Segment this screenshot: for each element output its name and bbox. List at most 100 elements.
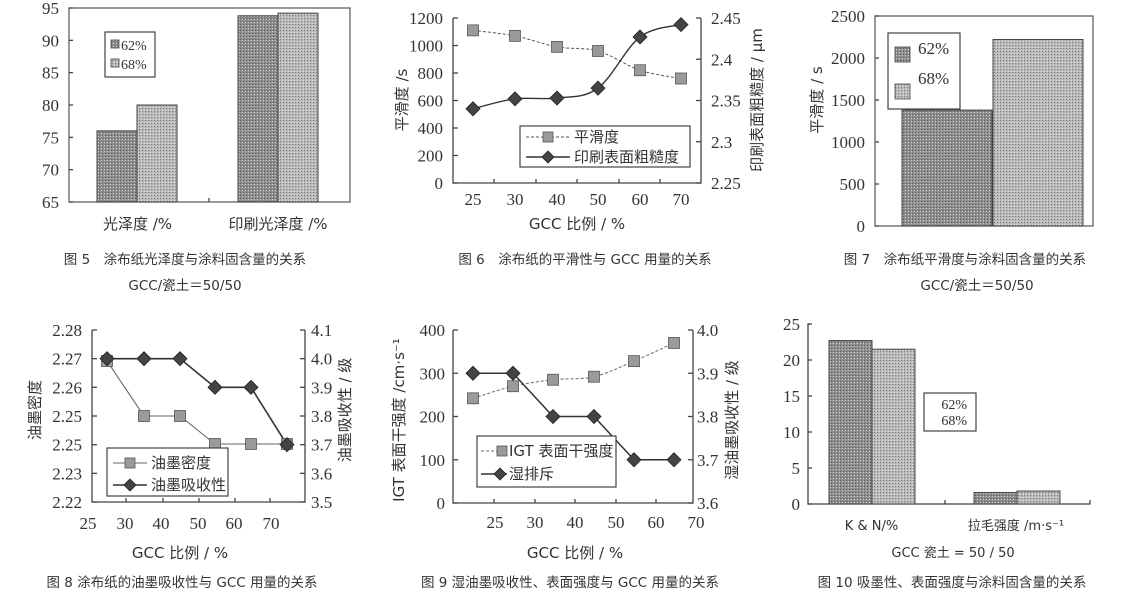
legend-swatch-icon — [110, 58, 120, 68]
series-line-smoothness — [472, 29, 682, 79]
y-right-tick-label: 2.25 — [711, 174, 741, 193]
y-right-tick-label: 3.7 — [697, 451, 719, 470]
y-right-tick-label: 4.0 — [311, 350, 332, 369]
square-marker-icon — [675, 72, 687, 85]
diamond-marker-icon — [505, 365, 521, 381]
y-tick-label: 600 — [418, 92, 444, 111]
diamond-marker-icon — [207, 379, 223, 395]
y-tick-label: 2.25 — [52, 407, 82, 426]
square-marker-icon — [507, 380, 519, 393]
x-category-label: K & N/% — [845, 519, 898, 534]
series-line-roughness — [472, 23, 682, 110]
legend-box — [923, 392, 977, 432]
bar — [237, 15, 279, 203]
y-tick-label: 300 — [420, 364, 446, 383]
y-tick-label: 1000 — [409, 37, 443, 56]
bar — [871, 348, 916, 505]
x-tick-label: 40 — [549, 190, 566, 209]
square-marker-icon — [628, 355, 640, 368]
legend-label: IGT 表面干强度 — [509, 442, 613, 460]
diamond-marker-icon — [632, 29, 648, 45]
square-marker-icon — [592, 45, 604, 57]
y-right-tick-label: 3.6 — [311, 464, 332, 483]
x-tick-label: 40 — [567, 513, 584, 532]
figure-caption: 图 6 涂布纸的平滑性与 GCC 用量的关系 — [458, 252, 711, 268]
legend-label: 油墨吸收性 — [151, 476, 226, 494]
figure-caption: 图 8 涂布纸的油墨吸收性与 GCC 用量的关系 — [46, 575, 317, 591]
legend-swatch-icon — [894, 46, 911, 63]
x-tick-label: 70 — [673, 190, 690, 209]
legend-label: 油墨密度 — [151, 454, 211, 472]
square-marker-icon — [509, 29, 521, 42]
diamond-marker-icon — [465, 365, 481, 381]
diamond-marker-icon — [243, 379, 259, 395]
y-tick-label: 0 — [792, 495, 801, 514]
x-axis-title: GCC 瓷土 = 50 / 50 — [891, 546, 1014, 561]
y-tick-label: 2500 — [831, 7, 865, 26]
square-marker-icon — [496, 445, 508, 457]
y-tick-label: 200 — [420, 408, 446, 427]
x-axis-title: GCC 比例 / % — [527, 544, 623, 562]
y-tick-label: 65 — [42, 193, 59, 212]
figure-subcaption: GCC/瓷土＝50/50 — [128, 278, 241, 294]
bar — [277, 12, 319, 203]
chart-fig7-smoothness-solids: 0 500 1000 1500 2000 2500 62% 68% 平滑度 / s 图 7 涂布纸… — [808, 7, 1094, 294]
y-tick-label: 1000 — [831, 133, 865, 152]
x-tick-label: 30 — [527, 513, 544, 532]
x-tick-label: 60 — [226, 514, 243, 533]
x-tick-label: 60 — [632, 190, 649, 209]
x-tick-label: 30 — [507, 190, 524, 209]
legend-label: 68% — [121, 58, 147, 73]
y-tick-label: 800 — [418, 64, 444, 83]
chart-fig8-ink-absorption: 2.22 2.23 2.25 2.25 2.26 2.27 2.28 3.5 3.6 3.7 3.8… — [26, 321, 354, 591]
y-right-tick-label: 3.5 — [311, 493, 332, 512]
bar — [973, 491, 1018, 505]
diamond-marker-icon — [586, 408, 602, 425]
y-right-tick-label: 2.3 — [711, 133, 732, 152]
figure-caption: 图 10 吸墨性、表面强度与涂料固含量的关系 — [818, 575, 1087, 591]
y-tick-label: 70 — [42, 161, 59, 180]
y-tick-label: 500 — [840, 175, 866, 194]
diamond-marker-icon — [279, 437, 295, 453]
square-marker-icon — [547, 373, 559, 386]
y-right-tick-label: 2.35 — [711, 92, 741, 111]
y-tick-label: 90 — [42, 31, 59, 50]
bar — [901, 109, 993, 227]
legend-label: 62% — [918, 39, 949, 58]
x-tick-label: 25 — [465, 190, 482, 209]
diamond-marker-icon — [123, 478, 137, 492]
y-right-tick-label: 3.6 — [697, 494, 718, 513]
x-category-label: 光泽度 /% — [103, 215, 172, 233]
y-tick-label: 75 — [42, 128, 59, 147]
chart-fig6-smoothness: 0 200 400 600 800 1000 1200 2.25 2.3 2.35 2.4 2.45 2… — [393, 9, 766, 268]
x-tick-label: 50 — [608, 513, 625, 532]
legend-label: 62% — [941, 398, 967, 413]
figure-caption: 图 9 湿油墨吸收性、表面强度与 GCC 用量的关系 — [421, 575, 719, 591]
y-axis-title: IGT 表面干强度 /cm·s⁻¹ — [390, 338, 408, 502]
x-tick-label: 25 — [80, 514, 97, 533]
figure-caption: 图 7 涂布纸平滑度与涂料固含量的关系 — [844, 252, 1086, 268]
bar — [96, 130, 138, 203]
diamond-marker-icon — [99, 351, 115, 367]
x-tick-label: 50 — [590, 190, 607, 209]
x-tick-label: 60 — [648, 513, 665, 532]
diamond-marker-icon — [493, 467, 507, 481]
y-right-tick-label: 2.4 — [711, 50, 733, 69]
chart-fig9-wet-ink-strength: 0 100 200 300 400 3.6 3.7 3.8 3.9 4.0 25 30 40 50 60 70… — [390, 321, 741, 591]
y-tick-label: 1500 — [831, 91, 865, 110]
y-tick-label: 0 — [857, 217, 866, 236]
y-tick-label: 1200 — [409, 9, 443, 28]
y-tick-label: 2000 — [831, 49, 865, 68]
legend-swatch-icon — [894, 83, 911, 100]
y-tick-label: 5 — [792, 459, 801, 478]
y-tick-label: 95 — [42, 0, 59, 18]
square-marker-icon — [245, 438, 257, 450]
legend-label: 68% — [941, 414, 967, 429]
x-category-label: 拉毛强度 /m·s⁻¹ — [968, 518, 1064, 534]
y-tick-label: 2.27 — [52, 350, 82, 369]
y-tick-label: 10 — [783, 423, 800, 442]
series-line-ink-density — [106, 360, 287, 445]
diamond-marker-icon — [507, 91, 523, 107]
square-marker-icon — [551, 40, 563, 53]
